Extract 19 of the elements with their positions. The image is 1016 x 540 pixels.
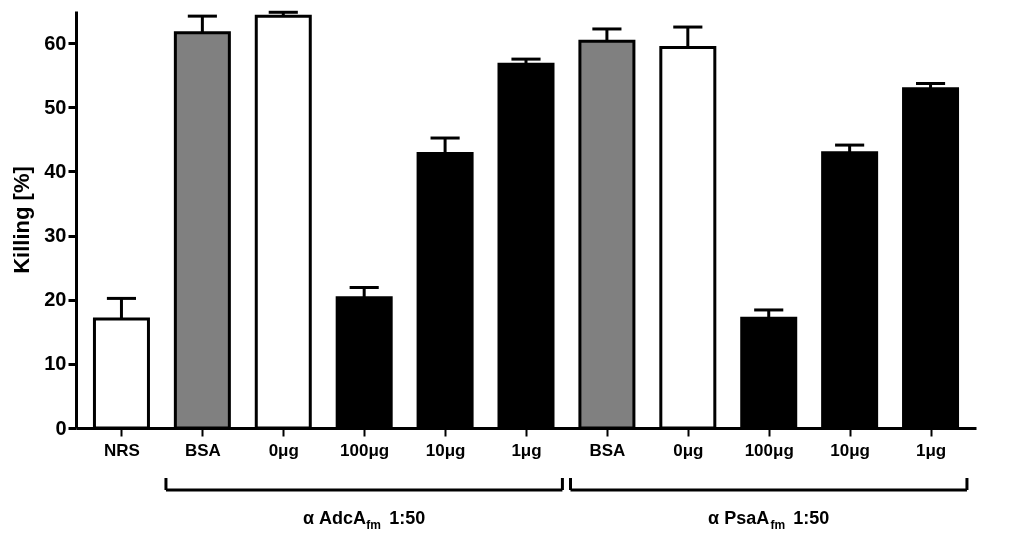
x-tick-label: 0μg bbox=[268, 440, 299, 460]
x-tick-label: BSA bbox=[589, 440, 626, 460]
y-tick-label: 10 bbox=[44, 352, 67, 375]
x-tick-label: 0μg bbox=[673, 440, 704, 460]
x-tick-label: 1μg bbox=[915, 440, 947, 460]
x-tick-label: 10μg bbox=[425, 440, 466, 460]
y-tick-label: 0 bbox=[55, 416, 67, 439]
x-tick-label: NRS bbox=[104, 440, 140, 460]
y-axis-title: Killing [%] bbox=[9, 166, 35, 274]
x-tick-label: 10μg bbox=[830, 440, 870, 460]
x-tick-label: 100μg bbox=[744, 440, 794, 460]
y-tick-label: 30 bbox=[44, 224, 67, 247]
y-tick-label: 50 bbox=[44, 95, 67, 118]
y-tick-label: 20 bbox=[44, 288, 67, 311]
x-tick-label: BSA bbox=[184, 440, 221, 460]
y-tick-label: 40 bbox=[44, 159, 67, 182]
x-tick-label: 100μg bbox=[340, 440, 390, 460]
x-tick-label: 1μg bbox=[511, 440, 542, 460]
y-tick-label: 60 bbox=[44, 31, 67, 54]
